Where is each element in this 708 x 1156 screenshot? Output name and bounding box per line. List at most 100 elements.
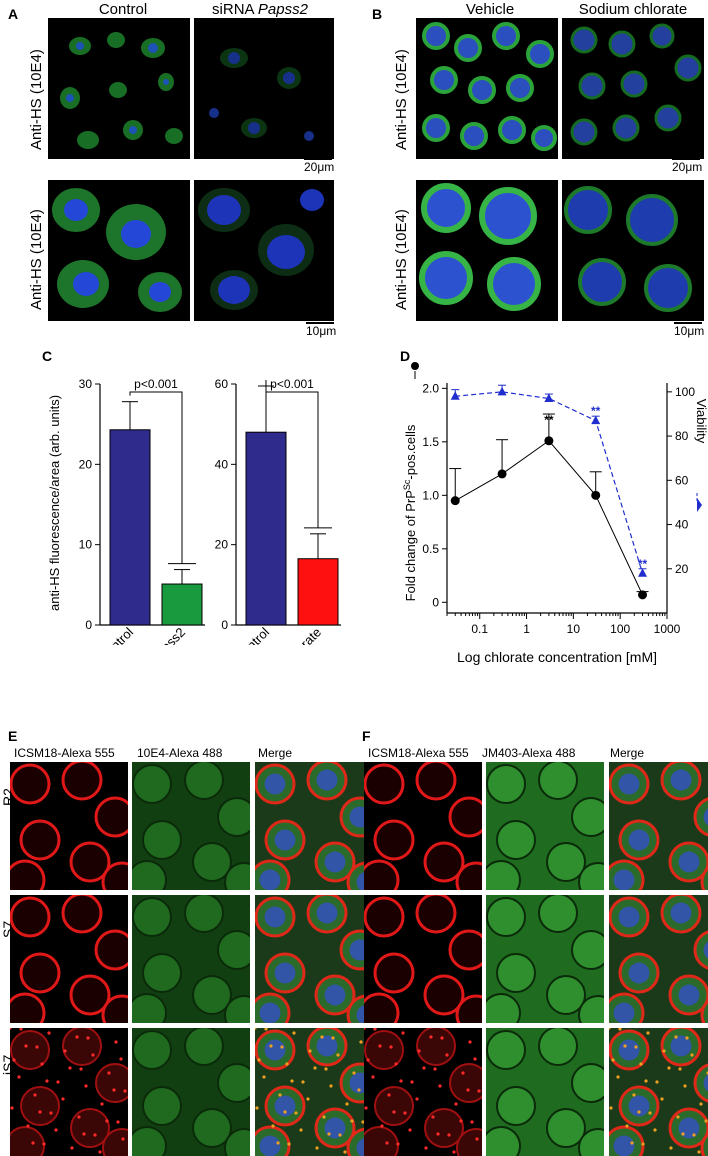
panel-e-cell (69, 974, 111, 1016)
panel-f-micrograph-r1-c3 (609, 762, 708, 890)
panel-e-speck (287, 1142, 291, 1146)
x-tick-label: 1000 (654, 622, 681, 636)
panel-e-cell (95, 1063, 128, 1103)
panel-e-speck (350, 1119, 354, 1123)
viability-sig-label: ** (638, 557, 648, 571)
panel-e-speck (49, 1111, 53, 1115)
panel-e-speck (308, 1049, 312, 1053)
panel-e-micrograph-r2-c3 (255, 895, 373, 1023)
x-tick-label-c2-0: control (234, 624, 272, 645)
panel-e-micrograph-art (10, 895, 128, 1023)
scale-bar-b-bottom: 10μm (674, 322, 705, 338)
panel-f-speck (662, 1049, 666, 1053)
panel-e-speck (10, 1028, 12, 1030)
x-tick-label: 10 (567, 622, 581, 636)
panel-e-speck (35, 1045, 39, 1049)
panel-f-speck (609, 1106, 613, 1110)
y-tick-label-c1: 0 (85, 618, 92, 632)
panel-e-micrograph-r3-c3 (255, 1028, 373, 1156)
panel-f-speck (459, 1119, 463, 1123)
panel-e-speck (63, 1049, 67, 1053)
bar-c2-0 (245, 431, 287, 626)
panel-e-speck (262, 1075, 266, 1079)
panel-e-speck (121, 1137, 125, 1141)
panel-d-xlabel: Log chlorate concentration [mM] (457, 649, 657, 665)
panel-f-nucleus (703, 941, 708, 959)
panel-f-speck (655, 1080, 659, 1084)
panel-f-speck (704, 1119, 708, 1123)
right-tick-label: 20 (675, 562, 689, 576)
panel-f-nucleus (670, 902, 692, 924)
panel-f-speck (445, 1053, 449, 1057)
scale-bar-b-top: 20μm (672, 158, 703, 174)
panel-f-nucleus (628, 962, 650, 984)
fold-change-point (638, 590, 648, 600)
panel-f-cell (364, 1030, 404, 1070)
panel-e-speck (264, 1028, 268, 1031)
panel-e-speck (100, 1102, 104, 1106)
panel-f-cell (486, 993, 521, 1023)
y-tick-label-c1: 30 (79, 377, 93, 391)
panel-e-speck (40, 1062, 44, 1066)
panel-f-cell (700, 866, 708, 890)
panel-e-speck (338, 1133, 342, 1137)
panel-f-cell (700, 999, 708, 1023)
panel-f-speck (410, 1080, 414, 1084)
left-tick-label: 1.5 (422, 435, 439, 449)
panel-f-speck (424, 1146, 428, 1150)
panel-f-nucleus (628, 829, 650, 851)
panel-e-micrograph-r2-c1 (10, 895, 128, 1023)
x-tick-label-c1-0: control (98, 624, 136, 645)
panel-f-speck (466, 1088, 470, 1092)
panel-f-speck (433, 1067, 437, 1071)
panel-e-cell (20, 1086, 60, 1126)
panel-a-col-control: Control (98, 1, 148, 18)
panel-a-col-sirna: siRNA Papss2 (212, 1, 308, 18)
panel-f-speck (447, 1133, 451, 1137)
panel-e-speck (329, 1084, 333, 1088)
panel-f-speck (674, 1035, 678, 1039)
panel-f-speck (389, 1045, 393, 1049)
panel-e-cell (217, 797, 250, 837)
panel-f-micrograph-r2-c1 (364, 895, 482, 1023)
panel-f-cell (538, 762, 578, 800)
panel-e-micrograph-r3-c2 (132, 1028, 250, 1156)
panel-e-cell (10, 859, 46, 890)
panel-f-speck (452, 1150, 456, 1154)
fold-change-point (544, 436, 554, 446)
panel-f-speck (637, 1110, 641, 1114)
left-tick-label: 0.5 (422, 542, 439, 556)
panel-f-speck (699, 1102, 703, 1106)
panel-f-speck (644, 1079, 648, 1083)
panel-f-nucleus (678, 984, 700, 1006)
micrograph-b-chlorate-high (562, 180, 704, 321)
panel-b-row-label-bottom: Anti-HS (10E4) (393, 209, 410, 310)
panel-f-micrograph-art (486, 895, 604, 1023)
chart-c2: 0 20 40 60 control Chlorate p<0.001 (215, 377, 341, 645)
panel-e-speck (114, 1040, 118, 1044)
left-tick-label: 1.0 (422, 488, 439, 502)
panel-f-cell (364, 896, 405, 938)
panel-e-speck (290, 1079, 294, 1083)
panel-e-speck (24, 1044, 28, 1048)
panel-d-line-chart: Fold change of PrPSc-pos.cells Viability… (402, 362, 708, 665)
panel-f-cell (415, 762, 457, 801)
panel-f-speck (681, 1132, 685, 1136)
panel-f-cell (373, 819, 415, 861)
panel-f-speck (477, 1089, 481, 1093)
viability-point (544, 393, 554, 402)
panel-f-nucleus (670, 769, 692, 791)
panel-e-speck (56, 1080, 60, 1084)
chart-d-plot: 0 0.5 1.0 1.5 2.0 20 40 60 80 100 0.1 1 10 100 1000 ** *… (411, 362, 702, 636)
panel-e-micrograph-r1-c2 (132, 762, 250, 890)
x-tick-label: 0.1 (471, 622, 488, 636)
panel-f-cell (423, 974, 465, 1016)
panel-c-bar-charts: anti-HS fluorescence/area (arb. units) 0… (47, 377, 341, 645)
panel-f-speck (387, 1093, 391, 1097)
sig-label-c2: p<0.001 (270, 377, 314, 391)
panel-f-speck (378, 1044, 382, 1048)
panel-f-speck (473, 1057, 477, 1061)
panel-f-speck (683, 1084, 687, 1088)
panel-f-speck (364, 1028, 366, 1030)
micrograph-b-vehicle-high (416, 180, 558, 321)
